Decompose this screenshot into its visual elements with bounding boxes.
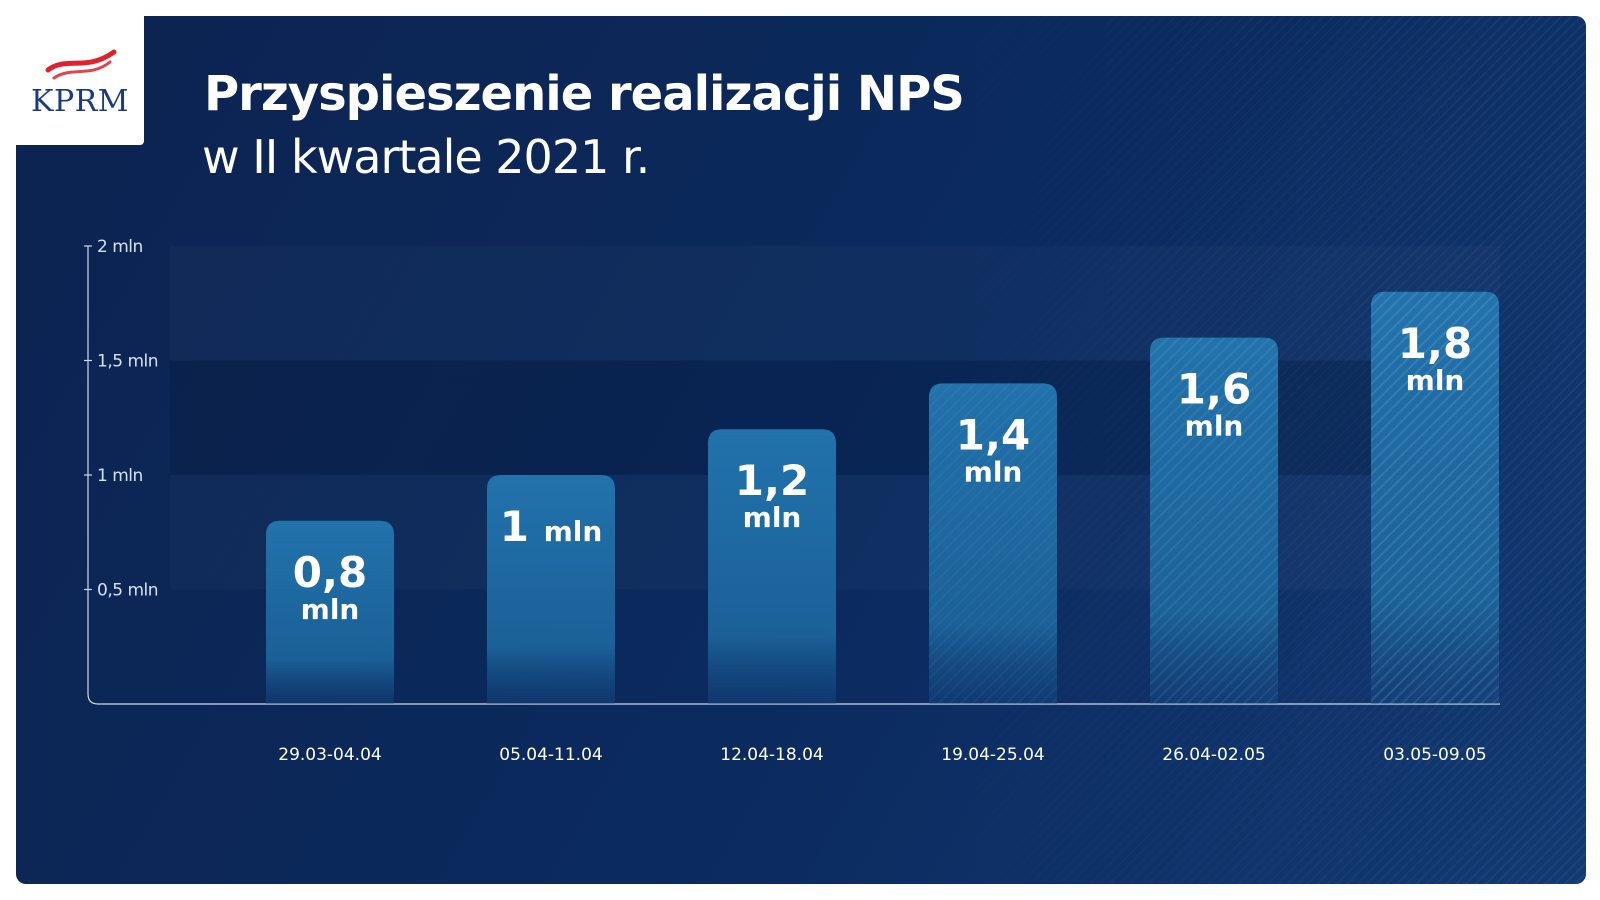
- background-band: [170, 246, 1500, 361]
- bar-hatch: [1371, 291, 1499, 704]
- bar-value-unit: mln: [1406, 364, 1465, 397]
- bar-value-unit: mln: [301, 593, 360, 626]
- x-tick-label: 26.04-02.05: [1162, 745, 1265, 765]
- bar-value-number: 1,2: [735, 456, 809, 505]
- x-tick-label: 12.04-18.04: [720, 745, 823, 765]
- bar-value-number: 1,4: [956, 410, 1030, 459]
- x-tick-label: 05.04-11.04: [499, 745, 602, 765]
- bar-hatch: [929, 383, 1057, 704]
- x-axis-ticks: 29.03-04.04 05.04-11.04 12.04-18.04 19.04-2…: [278, 745, 1486, 765]
- bar-value-unit: mln: [964, 455, 1023, 488]
- bar-value-number: 1,8: [1398, 319, 1472, 368]
- x-tick-label: 19.04-25.04: [941, 745, 1044, 765]
- flag-icon: [45, 49, 117, 80]
- bar-value-number: 0,8: [293, 548, 367, 597]
- bar-value-unit: mln: [743, 501, 802, 534]
- logo-text: KPRM: [31, 84, 129, 119]
- y-tick-label: 1,5 mln: [97, 352, 158, 372]
- bar-hatch: [1150, 337, 1278, 704]
- x-tick-label: 29.03-04.04: [278, 745, 381, 765]
- bar-value-unit: mln: [1185, 410, 1244, 443]
- bar: [708, 429, 836, 704]
- y-axis: 0,5 mln 1 mln 1,5 mln 2 mln: [84, 237, 1500, 705]
- bar-value-label: 1 mln: [500, 502, 603, 551]
- chart-subtitle: w II kwartale 2021 r.: [202, 130, 650, 184]
- bar: [266, 520, 394, 704]
- axis-line: [87, 246, 1500, 705]
- bar-group: 1 mln: [487, 475, 615, 704]
- bar-value-number: 1,6: [1177, 365, 1251, 414]
- y-tick-label: 0,5 mln: [97, 581, 158, 601]
- x-tick-label: 03.05-09.05: [1383, 745, 1486, 765]
- bar: [487, 475, 615, 704]
- y-tick-label: 2 mln: [97, 237, 143, 257]
- y-tick-label: 1 mln: [97, 466, 143, 486]
- chart-title: Przyspieszenie realizacji NPS: [204, 66, 965, 122]
- kprm-logo: KPRM: [16, 16, 144, 145]
